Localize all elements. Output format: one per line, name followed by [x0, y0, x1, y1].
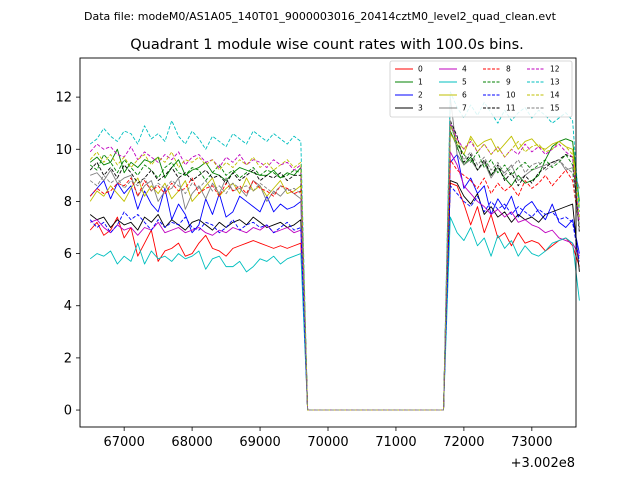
y-tick-label: 4: [64, 299, 72, 314]
legend-box: [389, 60, 573, 118]
series-line-3: [89, 180, 580, 411]
plot-lines: [89, 91, 580, 411]
y-tick-label: 8: [64, 195, 72, 210]
legend-label-13: 13: [550, 78, 560, 87]
x-tick-label: 68000: [171, 435, 212, 450]
legend-label-8: 8: [506, 65, 511, 74]
series-line-14: [89, 125, 580, 411]
x-tick-label: 70000: [307, 435, 348, 450]
legend-label-10: 10: [506, 91, 516, 100]
legend-label-15: 15: [550, 104, 560, 113]
legend-label-9: 9: [506, 78, 511, 87]
x-tick-label: 69000: [239, 435, 280, 450]
legend-label-7: 7: [462, 104, 467, 113]
chart-title: Quadrant 1 module wise count rates with …: [130, 37, 524, 53]
series-line-8: [89, 159, 580, 411]
series-line-12: [89, 122, 580, 411]
x-tick-label: 67000: [103, 435, 144, 450]
x-axis-offset-label: +3.002e8: [511, 456, 575, 471]
legend-label-6: 6: [462, 91, 467, 100]
series-line-15: [89, 120, 580, 411]
chart-suptitle: Data file: modeM0/AS1A05_140T01_90000030…: [84, 10, 557, 23]
x-axis: 67000 68000 69000 70000 71000 72000 73000: [103, 427, 553, 450]
legend-label-5: 5: [462, 78, 467, 87]
series-line-13: [89, 91, 580, 411]
series-line-9: [89, 122, 580, 411]
series-line-11: [89, 120, 580, 411]
y-tick-label: 12: [55, 91, 72, 106]
y-tick-label: 2: [64, 351, 72, 366]
series-line-4: [90, 151, 580, 411]
legend-label-14: 14: [550, 91, 560, 100]
y-tick-label: 6: [64, 247, 72, 262]
y-tick-label: 0: [64, 404, 72, 419]
legend-label-1: 1: [418, 78, 423, 87]
legend-label-3: 3: [418, 104, 423, 113]
legend-label-2: 2: [418, 91, 423, 100]
legend-label-12: 12: [550, 65, 560, 74]
x-tick-label: 73000: [511, 435, 552, 450]
x-tick-label: 71000: [375, 435, 416, 450]
series-line-0: [89, 182, 580, 411]
legend-label-0: 0: [418, 65, 423, 74]
y-axis: 0 2 4 6 8 10 12: [55, 91, 80, 419]
y-tick-label: 10: [55, 143, 72, 158]
series-line-1: [89, 130, 580, 411]
legend-label-11: 11: [506, 104, 516, 113]
series-line-10: [89, 185, 580, 411]
legend-label-4: 4: [462, 65, 467, 74]
x-tick-label: 72000: [443, 435, 484, 450]
series-line-5: [89, 216, 580, 411]
